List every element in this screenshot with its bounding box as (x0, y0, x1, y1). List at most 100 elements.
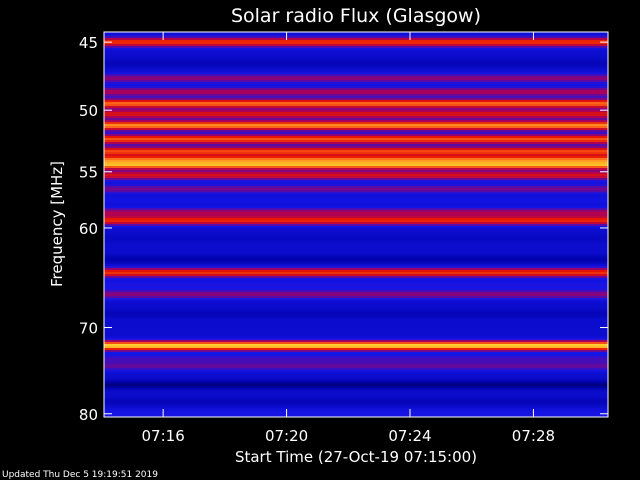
spectrum-row (104, 264, 608, 266)
y-tick-label: 80 (79, 406, 98, 424)
spectrum-row (104, 144, 608, 146)
spectrum-row (104, 404, 608, 406)
spectrum-row (104, 390, 608, 392)
spectrum-row (104, 176, 608, 178)
spectrum-row (104, 120, 608, 122)
spectrum-row (104, 104, 608, 106)
spectrum-row (104, 150, 608, 152)
spectrum-row (104, 88, 608, 90)
spectrum-row (104, 346, 608, 348)
spectrum-row (104, 156, 608, 158)
spectrum-row (104, 130, 608, 132)
plot-frame (103, 31, 609, 418)
spectrum-row (104, 376, 608, 378)
spectrum-row (104, 302, 608, 304)
spectrum-row (104, 48, 608, 50)
spectrum-row (104, 334, 608, 336)
spectrum-row (104, 336, 608, 338)
spectrum-row (104, 208, 608, 210)
spectrum-row (104, 242, 608, 244)
spectrum-row (104, 280, 608, 282)
spectrum-row (104, 332, 608, 334)
spectrum-row (104, 74, 608, 76)
spectrum-row (104, 148, 608, 150)
spectrum-row (104, 406, 608, 408)
spectrum-row (104, 170, 608, 172)
spectrum-row (104, 186, 608, 188)
spectrum-row (104, 72, 608, 74)
spectrum-row (104, 64, 608, 66)
spectrum-row (104, 42, 608, 44)
spectrum-row (104, 352, 608, 354)
spectrum-row (104, 326, 608, 328)
x-axis: 07:16 07:20 07:24 07:28 (142, 32, 555, 445)
spectrum-row (104, 250, 608, 252)
spectrum-row (104, 298, 608, 300)
spectrum-row (104, 198, 608, 200)
spectrum-row (104, 78, 608, 80)
spectrum-row (104, 66, 608, 68)
spectrum-row (104, 248, 608, 250)
spectrum-row (104, 276, 608, 278)
spectrum-row (104, 44, 608, 46)
x-tick-label: 07:16 (142, 427, 185, 445)
spectrum-row (104, 172, 608, 174)
spectrum-row (104, 222, 608, 224)
spectrum-row (104, 382, 608, 384)
spectrum-row (104, 272, 608, 274)
spectrum-row (104, 314, 608, 316)
spectrum-row (104, 244, 608, 246)
spectrum-row (104, 396, 608, 398)
spectrum-row (104, 106, 608, 108)
spectrum-row (104, 70, 608, 72)
spectrum-row (104, 238, 608, 240)
spectrum-row (104, 290, 608, 292)
spectrum-row (104, 252, 608, 254)
spectrum-row (104, 110, 608, 112)
spectrum-row (104, 402, 608, 404)
spectrum-row (104, 282, 608, 284)
spectrum-row (104, 286, 608, 288)
spectrum-row (104, 308, 608, 310)
spectrum-row (104, 200, 608, 202)
spectrum-row (104, 86, 608, 88)
spectrum-row (104, 398, 608, 400)
spectrum-row (104, 254, 608, 256)
spectrum-row (104, 234, 608, 236)
spectrum-row (104, 196, 608, 198)
spectrum-row (104, 108, 608, 110)
spectrum-row (104, 68, 608, 70)
spectrum-row (104, 146, 608, 148)
y-tick-label: 50 (79, 102, 98, 120)
spectrum-row (104, 80, 608, 82)
spectrum-row (104, 410, 608, 412)
spectrum-row (104, 224, 608, 226)
spectrum-row (104, 288, 608, 290)
spectrum-row (104, 386, 608, 388)
spectrum-row (104, 112, 608, 114)
spectrum-row (104, 258, 608, 260)
spectrum-row (104, 122, 608, 124)
spectrum-row (104, 134, 608, 136)
spectrum-row (104, 228, 608, 230)
spectrum-row (104, 92, 608, 94)
spectrum-row (104, 338, 608, 340)
spectrum-row (104, 374, 608, 376)
spectrum-row (104, 296, 608, 298)
spectrum-row (104, 206, 608, 208)
spectrum-row (104, 342, 608, 344)
spectrum-row (104, 412, 608, 414)
spectrum-row (104, 292, 608, 294)
spectrum-row (104, 230, 608, 232)
spectrum-row (104, 56, 608, 58)
spectrum-row (104, 178, 608, 180)
spectrum-row (104, 318, 608, 320)
spectrum-row (104, 262, 608, 264)
spectrum-row (104, 50, 608, 52)
spectrum-row (104, 414, 608, 416)
spectrum-row (104, 340, 608, 342)
spectrum-row (104, 388, 608, 390)
spectrum-row (104, 324, 608, 326)
spectrum-row (104, 190, 608, 192)
spectrum-row (104, 304, 608, 306)
